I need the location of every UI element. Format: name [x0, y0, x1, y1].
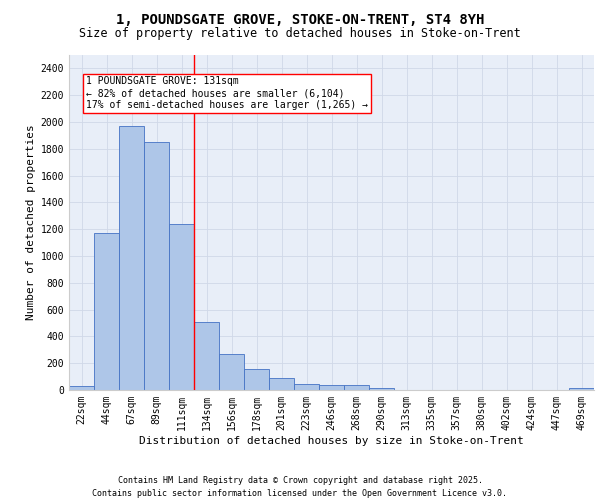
Bar [369, 388, 394, 390]
Bar [344, 385, 369, 390]
Bar [94, 233, 119, 390]
Bar [569, 388, 594, 390]
Bar [69, 386, 94, 390]
Text: Size of property relative to detached houses in Stoke-on-Trent: Size of property relative to detached ho… [79, 28, 521, 40]
Text: Contains HM Land Registry data © Crown copyright and database right 2025.
Contai: Contains HM Land Registry data © Crown c… [92, 476, 508, 498]
Bar [244, 369, 269, 390]
Text: 1, POUNDSGATE GROVE, STOKE-ON-TRENT, ST4 8YH: 1, POUNDSGATE GROVE, STOKE-ON-TRENT, ST4… [116, 12, 484, 26]
Bar [169, 224, 194, 390]
Y-axis label: Number of detached properties: Number of detached properties [26, 124, 37, 320]
Bar [319, 385, 344, 390]
Text: 1 POUNDSGATE GROVE: 131sqm
← 82% of detached houses are smaller (6,104)
17% of s: 1 POUNDSGATE GROVE: 131sqm ← 82% of deta… [86, 76, 368, 110]
Bar [144, 142, 169, 390]
Bar [219, 354, 244, 390]
X-axis label: Distribution of detached houses by size in Stoke-on-Trent: Distribution of detached houses by size … [139, 436, 524, 446]
Bar [119, 126, 144, 390]
Bar [294, 384, 319, 390]
Bar [194, 322, 219, 390]
Bar [269, 378, 294, 390]
